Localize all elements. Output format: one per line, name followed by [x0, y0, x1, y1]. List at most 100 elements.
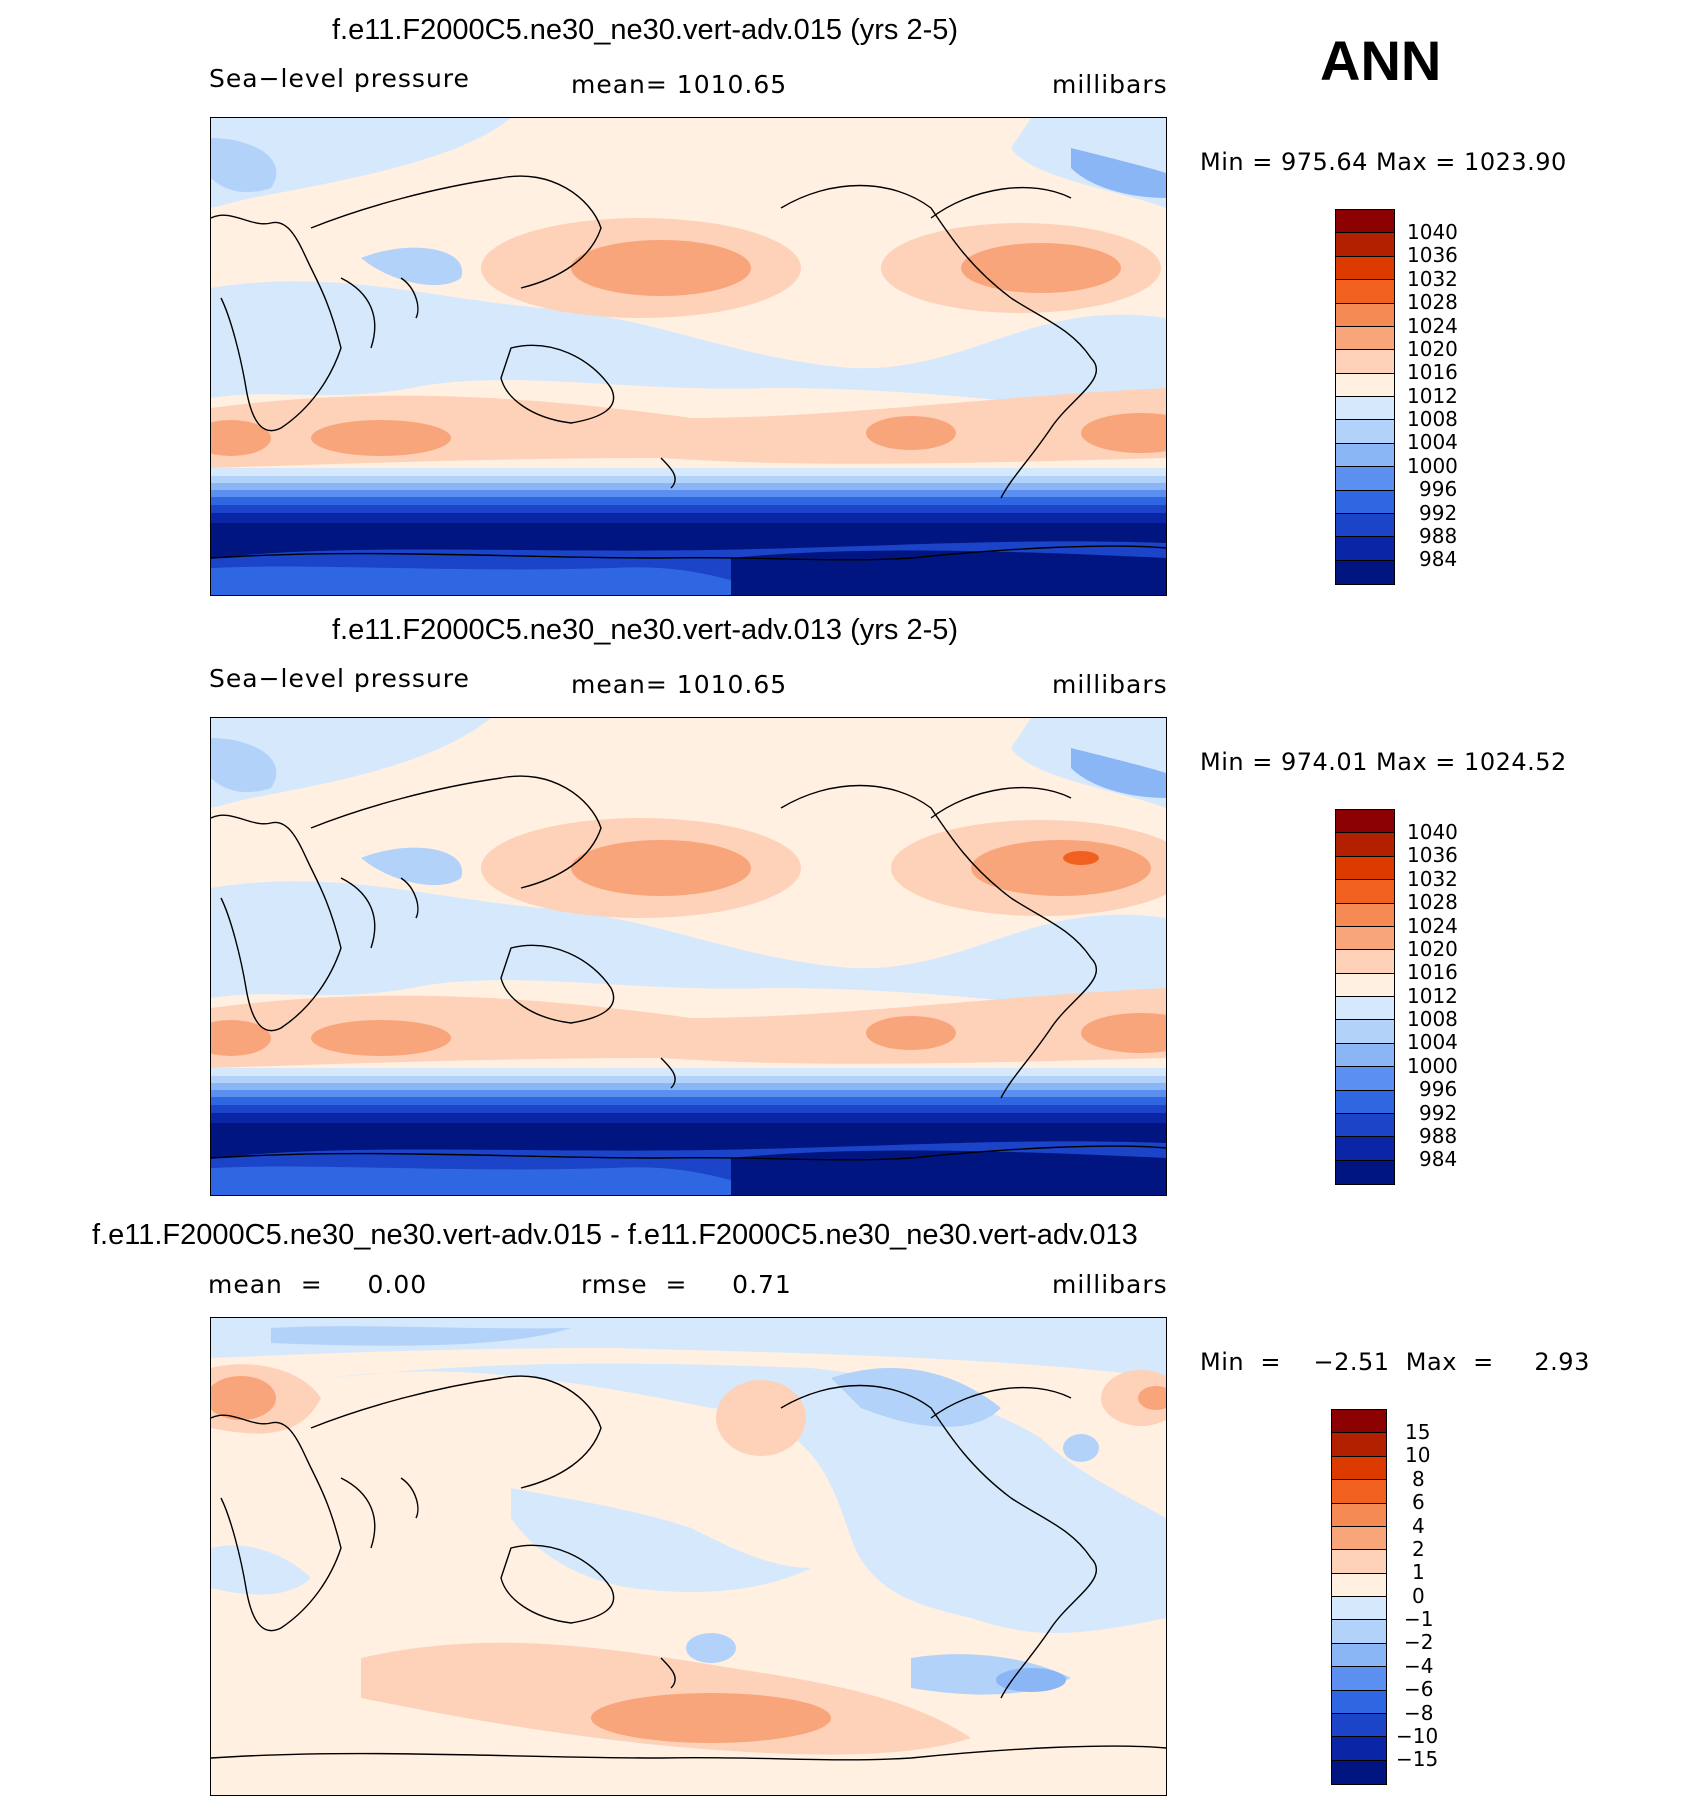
panel-3-colorbar-cell: [1332, 1550, 1386, 1574]
panel-2-units-label: millibars: [1052, 670, 1168, 699]
panel-2-colorbar-cell: [1336, 810, 1394, 834]
panel-1-colorbar-label: 996: [1419, 477, 1458, 501]
panel-1-variable-label: Sea−level pressure: [209, 64, 470, 93]
panel-2-colorbar-label: 1020: [1407, 937, 1458, 961]
panel-3-map-field: [211, 1318, 1166, 1795]
panel-1-colorbar-label: 1008: [1407, 407, 1458, 431]
panel-3-colorbar-cell: [1332, 1573, 1386, 1597]
panel-2-minmax-label: Min = 974.01 Max = 1024.52: [1200, 748, 1567, 776]
panel-3-minmax-label: Min = −2.51 Max = 2.93: [1200, 1348, 1590, 1376]
panel-1-colorbar-cell: [1336, 420, 1394, 444]
panel-1-colorbar-label: 1016: [1407, 360, 1458, 384]
panel-1-colorbar: [1335, 209, 1395, 585]
panel-3-colorbar-label: −15: [1396, 1747, 1439, 1771]
panel-2-colorbar-label: 1012: [1407, 984, 1458, 1008]
panel-1-colorbar-cell: [1336, 373, 1394, 397]
panel-2-colorbar-label: 1036: [1407, 843, 1458, 867]
panel-2-map-field: [211, 718, 1166, 1195]
panel-1-colorbar-label: 1012: [1407, 384, 1458, 408]
panel-1-colorbar-cell: [1336, 490, 1394, 514]
panel-3-colorbar-cell: [1332, 1433, 1386, 1457]
panel-3-colorbar-label: 1: [1412, 1560, 1425, 1584]
panel-1-colorbar-cell: [1336, 210, 1394, 234]
panel-3-colorbar-cell: [1332, 1456, 1386, 1481]
panel-2-colorbar: [1335, 809, 1395, 1185]
panel-1-colorbar-label: 992: [1419, 501, 1458, 525]
panel-3-colorbar-cell: [1332, 1667, 1386, 1691]
panel-3-units-label: millibars: [1052, 1270, 1168, 1299]
panel-1-colorbar-cell: [1336, 560, 1394, 584]
panel-1-colorbar-cell: [1336, 397, 1394, 421]
panel-1-mean-label: mean= 1010.65: [571, 70, 788, 99]
panel-2-colorbar-label: 1024: [1407, 914, 1458, 938]
panel-1-colorbar-cell: [1336, 513, 1394, 538]
panel-2-colorbar-cell: [1336, 1090, 1394, 1114]
panel-3-mean-label: mean = 0.00: [208, 1270, 428, 1299]
panel-1-colorbar-cell: [1336, 326, 1394, 351]
panel-2-colorbar-label: 988: [1419, 1124, 1458, 1148]
panel-3-colorbar-cell: [1332, 1760, 1386, 1784]
panel-3-colorbar: [1331, 1409, 1387, 1785]
panel-1-colorbar-cell: [1336, 233, 1394, 257]
panel-2-colorbar-cell: [1336, 973, 1394, 997]
panel-2-colorbar-cell: [1336, 1067, 1394, 1091]
panel-3-title: f.e11.F2000C5.ne30_ne30.vert-adv.015 - f…: [92, 1219, 1138, 1251]
panel-3-colorbar-cell: [1332, 1526, 1386, 1551]
panel-3-colorbar-label: −8: [1404, 1701, 1434, 1725]
panel-3-colorbar-label: 6: [1412, 1490, 1425, 1514]
panel-3-colorbar-label: −1: [1404, 1607, 1434, 1631]
panel-2-colorbar-label: 1000: [1407, 1054, 1458, 1078]
panel-1-colorbar-label: 1040: [1407, 220, 1458, 244]
panel-1-title: f.e11.F2000C5.ne30_ne30.vert-adv.015 (yr…: [332, 14, 959, 46]
panel-1-map-field: [211, 118, 1166, 595]
panel-1-map: [210, 117, 1167, 596]
panel-3-colorbar-cell: [1332, 1480, 1386, 1504]
panel-2-colorbar-cell: [1336, 833, 1394, 857]
panel-1-colorbar-cell: [1336, 256, 1394, 281]
panel-3-colorbar-cell: [1332, 1620, 1386, 1644]
panel-3-colorbar-label: −4: [1404, 1654, 1434, 1678]
panel-1-colorbar-label: 1036: [1407, 243, 1458, 267]
panel-1-colorbar-cell: [1336, 280, 1394, 304]
panel-1-colorbar-label: 1028: [1407, 290, 1458, 314]
season-label: ANN: [1320, 29, 1442, 92]
panel-3-colorbar-label: 10: [1405, 1443, 1431, 1467]
panel-2-colorbar-cell: [1336, 926, 1394, 951]
panel-2-title: f.e11.F2000C5.ne30_ne30.vert-adv.013 (yr…: [332, 614, 959, 646]
panel-2-colorbar-label: 996: [1419, 1077, 1458, 1101]
panel-2-mean-label: mean= 1010.65: [571, 670, 788, 699]
panel-3-colorbar-label: 8: [1412, 1467, 1425, 1491]
panel-1-colorbar-cell: [1336, 467, 1394, 491]
panel-3-colorbar-cell: [1332, 1690, 1386, 1714]
panel-2-colorbar-cell: [1336, 856, 1394, 881]
panel-3-map: [210, 1317, 1167, 1796]
panel-3-colorbar-cell: [1332, 1410, 1386, 1434]
panel-3-colorbar-cell: [1332, 1643, 1386, 1668]
panel-2-colorbar-label: 1040: [1407, 820, 1458, 844]
panel-3-colorbar-cell: [1332, 1597, 1386, 1621]
panel-2-colorbar-label: 1008: [1407, 1007, 1458, 1031]
panel-3-rmse-label: rmse = 0.71: [581, 1270, 792, 1299]
panel-1-colorbar-cell: [1336, 350, 1394, 374]
panel-3-colorbar-label: 0: [1412, 1584, 1425, 1608]
panel-2-colorbar-label: 1028: [1407, 890, 1458, 914]
panel-1-colorbar-label: 1000: [1407, 454, 1458, 478]
panel-1-colorbar-cell: [1336, 443, 1394, 468]
panel-2-colorbar-label: 984: [1419, 1147, 1458, 1171]
panel-1-units-label: millibars: [1052, 70, 1168, 99]
panel-3-colorbar-label: −10: [1396, 1724, 1439, 1748]
panel-2-colorbar-label: 992: [1419, 1101, 1458, 1125]
panel-1-minmax-label: Min = 975.64 Max = 1023.90: [1200, 148, 1567, 176]
panel-3-colorbar-label: 4: [1412, 1514, 1425, 1538]
panel-2-colorbar-cell: [1336, 1043, 1394, 1068]
panel-3-colorbar-label: 15: [1405, 1420, 1431, 1444]
panel-3-colorbar-label: 2: [1412, 1537, 1425, 1561]
panel-2-colorbar-cell: [1336, 1113, 1394, 1138]
panel-3-colorbar-label: −6: [1404, 1677, 1434, 1701]
panel-1-colorbar-label: 1004: [1407, 430, 1458, 454]
panel-2-colorbar-cell: [1336, 997, 1394, 1021]
panel-2-colorbar-cell: [1336, 950, 1394, 974]
panel-1-colorbar-label: 1020: [1407, 337, 1458, 361]
panel-2-colorbar-label: 1004: [1407, 1030, 1458, 1054]
panel-2-variable-label: Sea−level pressure: [209, 664, 470, 693]
